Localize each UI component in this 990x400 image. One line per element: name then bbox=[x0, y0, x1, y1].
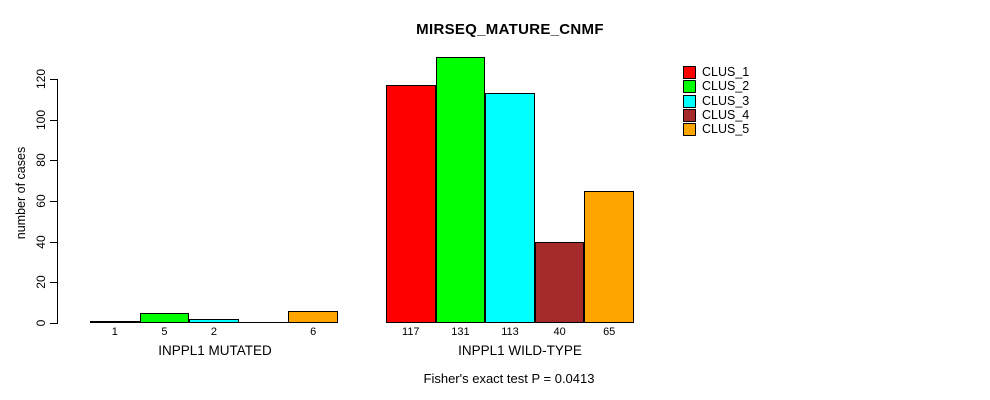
y-tick-label: 80 bbox=[34, 153, 48, 168]
legend-swatch bbox=[683, 66, 696, 79]
y-tick-label: 40 bbox=[34, 234, 48, 249]
legend-item-clus_5: CLUS_5 bbox=[683, 122, 773, 137]
bar-value-label: 40 bbox=[553, 326, 566, 338]
bar-clus_3 bbox=[189, 319, 239, 323]
bar-value-label: 1 bbox=[111, 326, 118, 338]
y-tick-mark bbox=[50, 119, 57, 121]
legend-label: CLUS_4 bbox=[702, 107, 750, 122]
bar-value-label: 117 bbox=[402, 326, 420, 338]
bar-clus_2 bbox=[435, 57, 486, 323]
bar-clus_2 bbox=[139, 313, 190, 323]
y-axis-line bbox=[57, 79, 58, 324]
bar-value-label: 113 bbox=[501, 326, 519, 338]
bar-clus_5 bbox=[584, 191, 634, 323]
bar-clus_1 bbox=[386, 85, 436, 323]
legend-label: CLUS_3 bbox=[702, 93, 750, 108]
chart-title: MIRSEQ_MATURE_CNMF bbox=[416, 21, 604, 38]
group-label: INPPL1 WILD-TYPE bbox=[458, 343, 582, 358]
y-tick-label: 60 bbox=[34, 194, 48, 208]
y-tick-mark bbox=[50, 282, 57, 284]
bar-clus_4 bbox=[534, 242, 585, 323]
bar-value-label: 131 bbox=[451, 326, 470, 338]
group-label: INPPL1 MUTATED bbox=[158, 343, 272, 358]
y-tick-mark bbox=[50, 241, 57, 243]
legend-label: CLUS_2 bbox=[702, 79, 750, 94]
y-tick-mark bbox=[50, 160, 57, 162]
legend: CLUS_1 CLUS_2 CLUS_3 CLUS_4 CLUS_5 bbox=[683, 65, 773, 140]
bar-value-label: 65 bbox=[603, 326, 616, 338]
legend-item-clus_3: CLUS_3 bbox=[683, 94, 773, 108]
y-tick-label: 100 bbox=[34, 109, 48, 130]
legend-item-clus_1: CLUS_1 bbox=[683, 65, 773, 79]
y-tick-mark bbox=[50, 323, 57, 324]
y-tick-label: 120 bbox=[34, 68, 48, 90]
y-tick-mark bbox=[50, 79, 57, 80]
legend-label: CLUS_5 bbox=[702, 122, 750, 137]
bar-clus_5 bbox=[288, 311, 338, 323]
footer-annotation: Fisher's exact test P = 0.0413 bbox=[423, 371, 595, 386]
bar-clus_3 bbox=[485, 93, 535, 323]
bar-value-label: 5 bbox=[161, 326, 168, 338]
legend-swatch bbox=[683, 94, 696, 108]
bar-value-label: 2 bbox=[210, 326, 218, 338]
legend-item-clus_2: CLUS_2 bbox=[683, 79, 773, 94]
legend-label: CLUS_1 bbox=[702, 65, 750, 79]
legend-item-clus_4: CLUS_4 bbox=[683, 108, 773, 122]
y-tick-label: 20 bbox=[34, 275, 48, 290]
bar-clus_1 bbox=[90, 321, 140, 323]
bar-clus_4-zero bbox=[238, 322, 289, 323]
legend-swatch bbox=[683, 108, 696, 122]
y-axis-title: number of cases bbox=[14, 146, 28, 240]
legend-swatch bbox=[683, 80, 696, 94]
bar-value-label: 6 bbox=[310, 326, 317, 338]
y-tick-mark bbox=[50, 201, 57, 202]
legend-swatch bbox=[683, 123, 696, 137]
y-tick-label: 0 bbox=[34, 319, 48, 327]
